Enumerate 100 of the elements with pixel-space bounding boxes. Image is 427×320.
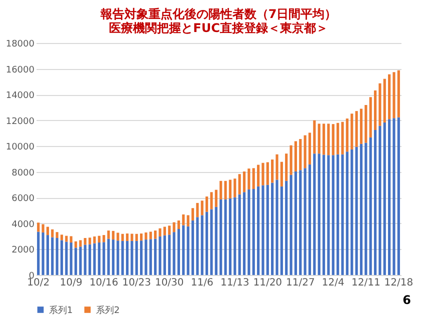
bar bbox=[196, 217, 199, 275]
bar bbox=[144, 240, 148, 275]
y-tick-label: 14000 bbox=[6, 91, 35, 102]
bar bbox=[364, 104, 368, 143]
bar bbox=[224, 180, 227, 200]
bar bbox=[74, 248, 78, 275]
bar bbox=[107, 230, 110, 239]
legend-label: 系列1 bbox=[49, 304, 73, 316]
bar bbox=[318, 124, 320, 154]
bar bbox=[130, 234, 134, 241]
y-tick-label: 8000 bbox=[12, 168, 35, 178]
y-tick-label: 16000 bbox=[6, 65, 35, 76]
bar bbox=[206, 196, 208, 212]
bar bbox=[60, 240, 64, 275]
bar bbox=[206, 212, 208, 275]
x-tick-label: 12/18 bbox=[384, 278, 414, 288]
bar bbox=[346, 152, 348, 275]
bar bbox=[210, 192, 213, 210]
bar bbox=[299, 170, 302, 275]
bar bbox=[336, 154, 340, 275]
x-tick-label: 10/23 bbox=[122, 278, 152, 288]
bar bbox=[228, 198, 232, 275]
bar bbox=[266, 184, 269, 275]
bar bbox=[369, 97, 372, 138]
bar bbox=[242, 192, 246, 275]
bar bbox=[234, 178, 236, 198]
y-tick-label: 10000 bbox=[6, 142, 35, 153]
bar bbox=[285, 154, 288, 181]
bar bbox=[294, 172, 298, 275]
text: 医療機関把握とFUC直接登録＜東京都＞ bbox=[109, 21, 328, 35]
y-tick-label: 18000 bbox=[6, 40, 35, 50]
bar bbox=[364, 142, 368, 275]
bar bbox=[88, 244, 92, 275]
x-tick-label: 11/13 bbox=[220, 278, 250, 288]
bar bbox=[149, 232, 152, 240]
bar bbox=[135, 234, 138, 241]
bar bbox=[378, 83, 382, 126]
bar bbox=[383, 78, 386, 123]
bar bbox=[168, 234, 171, 275]
bar bbox=[238, 194, 241, 275]
text: 報告対象重点化後の陽性者数（7日間平均） bbox=[100, 7, 337, 21]
y-tick-label: 6000 bbox=[12, 194, 35, 204]
bar bbox=[42, 224, 44, 232]
bar bbox=[369, 137, 372, 275]
bar bbox=[266, 162, 269, 185]
bar bbox=[172, 232, 176, 275]
bar bbox=[392, 118, 396, 275]
bar bbox=[327, 124, 330, 156]
bar bbox=[294, 141, 298, 172]
bar bbox=[242, 172, 246, 192]
bar bbox=[168, 226, 171, 235]
y-tick-label: 2000 bbox=[12, 246, 35, 256]
bar bbox=[56, 238, 58, 275]
bar bbox=[276, 154, 278, 180]
bar bbox=[308, 132, 312, 164]
bar bbox=[98, 242, 100, 275]
bar bbox=[299, 139, 302, 170]
bar bbox=[154, 238, 157, 275]
bar bbox=[378, 126, 382, 275]
bar bbox=[60, 234, 64, 240]
y-tick-label: 4000 bbox=[12, 220, 35, 230]
x-tick-label: 10/16 bbox=[89, 278, 118, 288]
bar bbox=[172, 222, 176, 232]
bar bbox=[37, 222, 40, 232]
bar bbox=[350, 114, 354, 150]
bar bbox=[280, 162, 283, 186]
bar bbox=[290, 145, 292, 175]
bar bbox=[360, 108, 363, 144]
bar bbox=[248, 168, 250, 190]
bar bbox=[121, 240, 124, 275]
bar bbox=[374, 130, 377, 275]
bar bbox=[200, 215, 204, 275]
bar bbox=[135, 240, 138, 275]
bar bbox=[374, 90, 377, 130]
bar bbox=[182, 214, 185, 226]
bar bbox=[93, 243, 96, 275]
bar bbox=[252, 168, 255, 190]
x-tick-label: 10/30 bbox=[154, 278, 184, 288]
bar bbox=[65, 242, 68, 275]
bar bbox=[191, 220, 194, 275]
bar bbox=[46, 235, 49, 275]
bar bbox=[313, 154, 316, 275]
bar bbox=[304, 168, 306, 275]
bar bbox=[112, 230, 115, 240]
bar bbox=[186, 215, 190, 226]
legend-label: 系列2 bbox=[96, 304, 120, 316]
bar bbox=[327, 155, 330, 275]
bar bbox=[392, 72, 396, 118]
x-tick-label: 11/6 bbox=[190, 278, 214, 288]
bar bbox=[360, 144, 363, 275]
bar bbox=[158, 236, 162, 275]
bar bbox=[332, 124, 334, 156]
bar bbox=[234, 197, 236, 275]
bar bbox=[355, 111, 358, 147]
bar bbox=[98, 236, 100, 243]
bar bbox=[280, 186, 283, 275]
bar bbox=[182, 225, 185, 275]
bar bbox=[214, 190, 218, 207]
bar bbox=[332, 155, 334, 275]
bar bbox=[271, 182, 274, 275]
